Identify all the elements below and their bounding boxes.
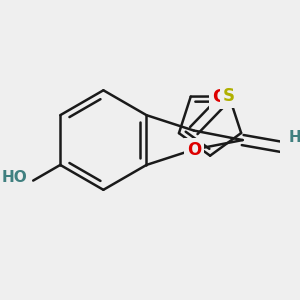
- Text: S: S: [223, 88, 235, 106]
- Text: HO: HO: [2, 170, 28, 185]
- Text: O: O: [212, 88, 227, 106]
- Circle shape: [221, 88, 238, 105]
- Circle shape: [185, 140, 203, 159]
- Text: H: H: [288, 130, 300, 146]
- Text: O: O: [187, 141, 201, 159]
